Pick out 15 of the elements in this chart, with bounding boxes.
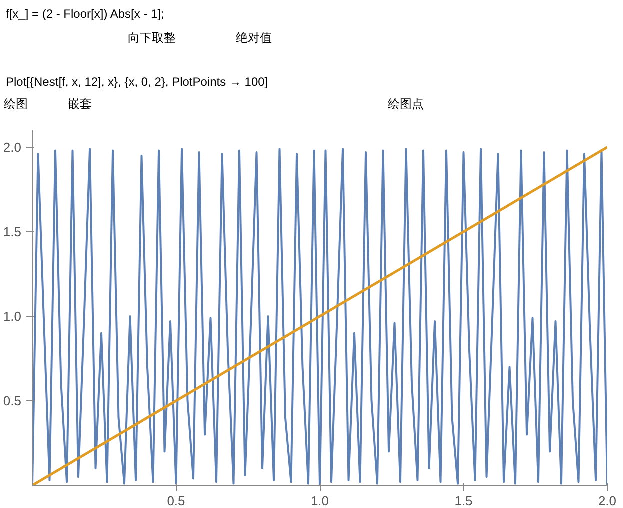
x-tick-label: 2.0 — [598, 494, 617, 508]
text: f[x_] = (2 - Floor[x]) Abs[x - 1]; — [6, 6, 164, 23]
text: 绘图 — [4, 96, 28, 113]
y-tick-label: 2.0 — [3, 140, 22, 155]
text: 绘图点 — [388, 96, 424, 113]
x-tick-label: 0.5 — [167, 494, 186, 508]
x-tick-label: 1.0 — [310, 494, 330, 508]
x-tick-label: 1.5 — [454, 494, 473, 508]
text: Plot[{Nest[f, x, 12], x}, {x, 0, 2}, PlotPoints → 100] — [6, 74, 268, 91]
text: 向下取整 — [128, 30, 176, 47]
y-tick-label: 1.0 — [3, 308, 22, 324]
y-tick-label: 0.5 — [3, 393, 22, 408]
text: 绝对值 — [236, 30, 272, 47]
text: 嵌套 — [68, 96, 92, 113]
y-tick-label: 1.5 — [3, 224, 22, 240]
